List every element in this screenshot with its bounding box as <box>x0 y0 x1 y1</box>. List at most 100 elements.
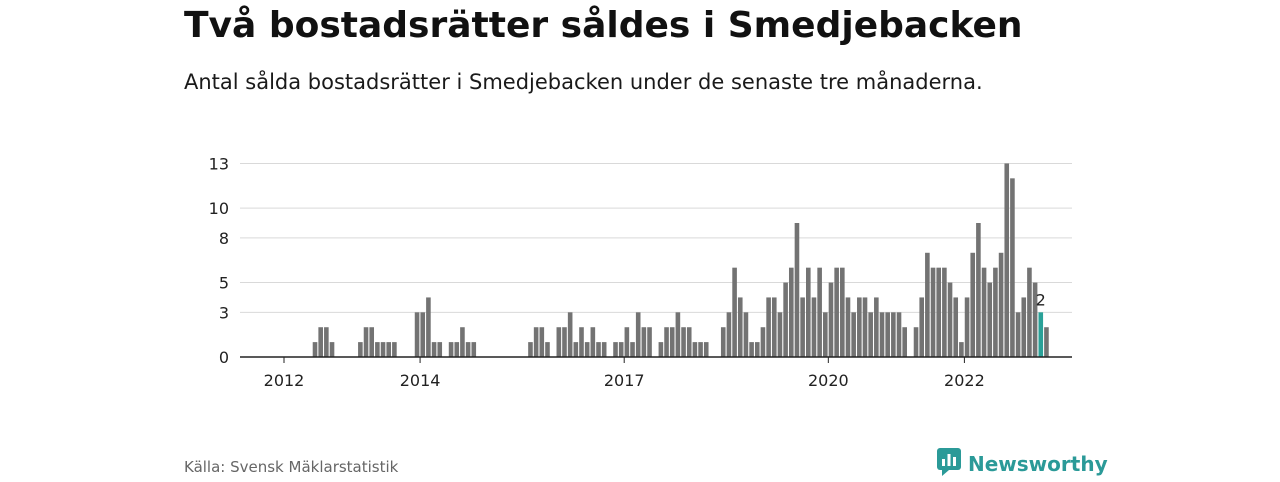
brand-name: Newsworthy <box>968 452 1108 476</box>
bars <box>312 163 1049 357</box>
bar <box>596 342 601 357</box>
bar <box>329 342 335 357</box>
bar <box>392 342 397 357</box>
bar <box>874 297 879 357</box>
bar <box>324 327 329 357</box>
y-tick-label: 10 <box>209 199 229 218</box>
y-tick-label: 5 <box>219 274 229 293</box>
bar <box>817 267 822 357</box>
bar <box>675 312 681 357</box>
bar <box>703 342 709 357</box>
bar <box>556 327 562 357</box>
bar <box>726 312 732 357</box>
bar <box>567 312 573 357</box>
bar <box>806 267 811 357</box>
bar <box>375 342 380 357</box>
bar <box>760 327 766 357</box>
bar <box>970 252 976 357</box>
highlighted-bar <box>1038 312 1044 357</box>
bar <box>380 342 386 357</box>
bar <box>964 297 970 357</box>
bar <box>766 297 771 357</box>
bar <box>976 223 981 357</box>
bar <box>386 342 392 357</box>
bar <box>539 327 545 357</box>
bar <box>953 297 959 357</box>
bar <box>840 267 845 357</box>
bar <box>528 342 533 357</box>
bar <box>363 327 369 357</box>
bar <box>1021 297 1027 357</box>
bar <box>669 327 675 357</box>
bar <box>936 267 942 357</box>
y-tick-label: 0 <box>219 348 229 367</box>
bar <box>851 312 856 357</box>
bar <box>460 327 465 357</box>
bar <box>959 342 964 357</box>
bar <box>879 312 885 357</box>
brand-logo[interactable]: Newsworthy <box>936 447 1108 482</box>
y-tick-label: 3 <box>219 303 229 322</box>
bar <box>800 297 805 357</box>
bar <box>823 312 828 357</box>
bar <box>845 297 851 357</box>
data-labels: 2 <box>1036 290 1046 309</box>
bar <box>664 327 669 357</box>
bar <box>618 342 624 357</box>
bar <box>318 327 323 357</box>
bar <box>1027 267 1032 357</box>
x-tick-label: 2014 <box>400 371 441 390</box>
bar <box>737 297 743 357</box>
chart-subtitle: Antal sålda bostadsrätter i Smedjebacken… <box>184 70 983 94</box>
bar <box>414 312 420 357</box>
bar <box>533 327 539 357</box>
bar <box>857 297 862 357</box>
bar <box>545 342 550 357</box>
bar <box>993 267 998 357</box>
newsworthy-logo-icon <box>936 447 962 482</box>
bar <box>749 342 754 357</box>
bar <box>754 342 760 357</box>
bar <box>448 342 454 357</box>
bar <box>692 342 698 357</box>
bar <box>630 342 635 357</box>
bar <box>942 267 947 357</box>
bar <box>930 267 936 357</box>
bar <box>635 312 641 357</box>
bar <box>891 312 896 357</box>
bar <box>896 312 902 357</box>
bar <box>771 297 777 357</box>
bar <box>885 312 890 357</box>
bar <box>828 282 834 357</box>
bar <box>601 342 607 357</box>
bar <box>1004 163 1010 357</box>
x-tick-label: 2022 <box>944 371 985 390</box>
source-note: Källa: Svensk Mäklarstatistik <box>184 458 399 476</box>
bar <box>777 312 783 357</box>
bar <box>902 327 907 357</box>
bar <box>811 297 817 357</box>
bar <box>987 282 993 357</box>
bar <box>562 327 567 357</box>
bar <box>369 327 375 357</box>
bar <box>686 327 692 357</box>
bar <box>584 342 590 357</box>
x-tick-label: 2012 <box>264 371 305 390</box>
bar <box>783 282 788 357</box>
bar <box>862 297 868 357</box>
gridlines <box>240 162 1072 313</box>
chart-title: Två bostadsrätter såldes i Smedjebacken <box>184 5 1023 46</box>
bar <box>579 327 584 357</box>
bar <box>1010 178 1015 357</box>
bar <box>720 327 726 357</box>
x-axis-ticks: 2012 2014 2017 2020 2022 <box>264 357 985 390</box>
bar <box>732 267 737 357</box>
bar <box>1032 282 1038 357</box>
bar <box>981 267 987 357</box>
y-tick-label: 8 <box>219 229 229 248</box>
bar <box>698 342 703 357</box>
x-tick-label: 2020 <box>808 371 849 390</box>
bar <box>647 327 652 357</box>
bar <box>641 327 647 357</box>
bar <box>947 282 953 357</box>
